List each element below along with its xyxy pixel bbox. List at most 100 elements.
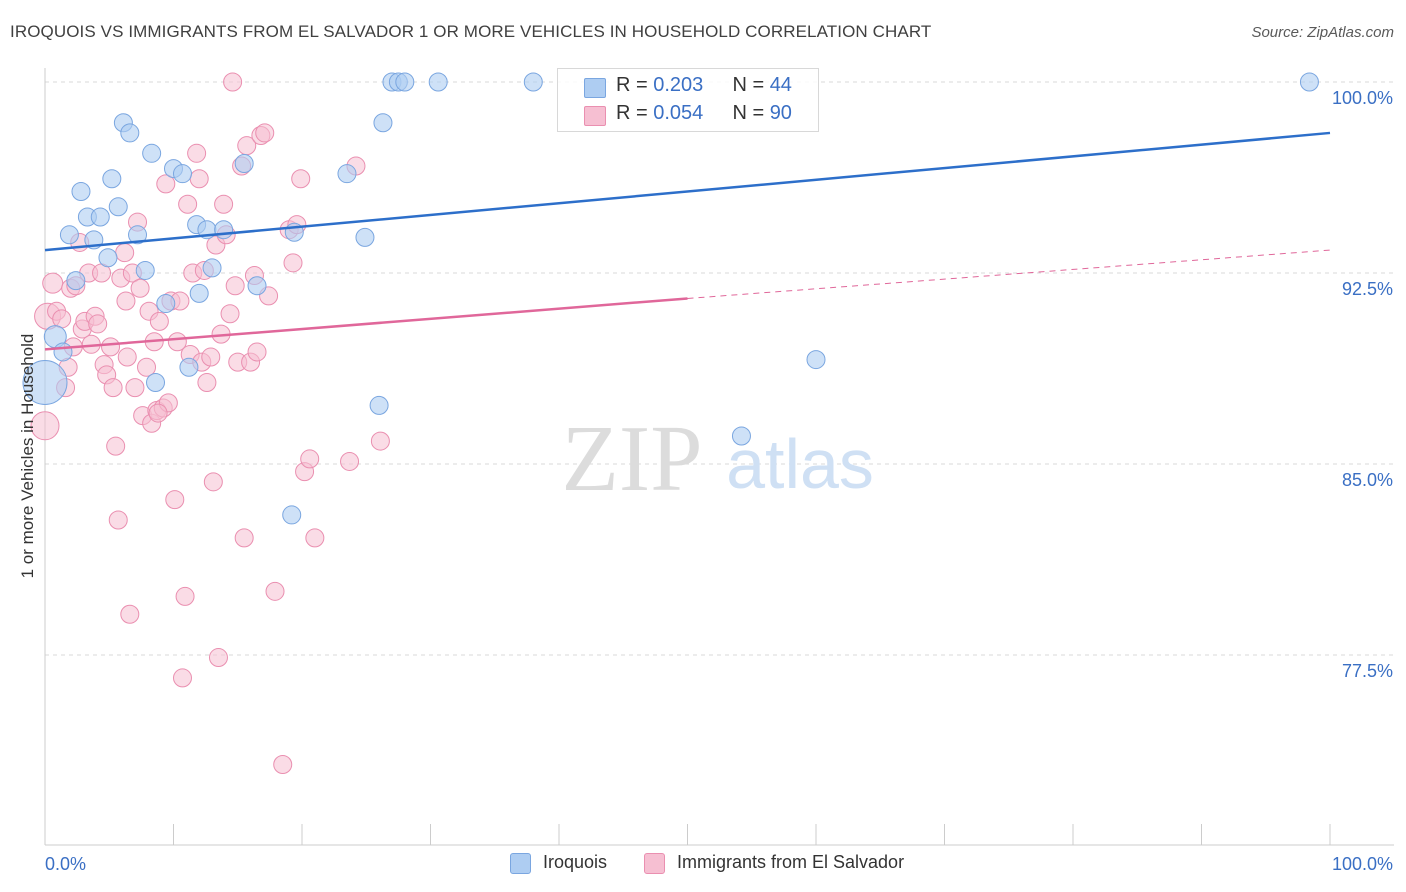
y-tick-label: 100.0%: [1332, 88, 1393, 108]
elsalvador-point: [88, 314, 108, 334]
elsalvador-point: [201, 347, 221, 367]
legend-r-label: R =: [616, 102, 654, 124]
elsalvador-point: [103, 378, 123, 398]
legend-label-elsalvador: Immigrants from El Salvador: [677, 852, 905, 872]
legend-n-value-iroquois: 44: [769, 74, 792, 96]
iroquois-point: [142, 143, 162, 163]
elsalvador-point: [220, 304, 240, 324]
iroquois-point: [146, 373, 166, 393]
iroquois-point: [179, 357, 199, 377]
iroquois-point: [59, 225, 79, 245]
elsalvador-point: [197, 373, 217, 393]
axes: [44, 68, 1394, 846]
elsalvador-point: [137, 357, 157, 377]
x-tick-label: 100.0%: [1332, 854, 1393, 874]
iroquois-point: [120, 123, 140, 143]
legend-swatch-pink: [644, 853, 665, 874]
chart-title: IROQUOIS VS IMMIGRANTS FROM EL SALVADOR …: [10, 22, 932, 41]
elsalvador-point: [178, 194, 198, 214]
iroquois-point: [247, 276, 267, 296]
elsalvador-point: [234, 528, 254, 548]
elsalvador-point: [165, 490, 185, 510]
watermark-zip: ZIP: [562, 407, 703, 511]
legend-swatch-blue: [584, 78, 606, 98]
elsalvador-point: [117, 347, 137, 367]
elsalvador-trend-extension: [687, 249, 1331, 299]
legend-n-label: N =: [732, 102, 770, 124]
legend-swatch-pink: [584, 106, 606, 126]
iroquois-point: [53, 342, 73, 362]
elsalvador-point: [370, 431, 390, 451]
iroquois-point: [172, 164, 192, 184]
elsalvador-trend-line: [44, 297, 688, 351]
iroquois-point: [71, 182, 91, 202]
elsalvador-point: [291, 169, 311, 189]
iroquois-point: [428, 72, 448, 92]
elsalvador-point: [52, 309, 72, 329]
stats-legend: R = 0.203 N = 44 R = 0.054 N = 90: [557, 68, 819, 132]
elsalvador-point: [189, 169, 209, 189]
y-tick-label: 92.5%: [1342, 279, 1393, 299]
legend-r-label: R =: [616, 74, 654, 96]
iroquois-point: [395, 72, 415, 92]
iroquois-point: [282, 505, 302, 525]
elsalvador-point: [101, 337, 121, 357]
y-tick-label: 77.5%: [1342, 661, 1393, 681]
elsalvador-point: [172, 668, 192, 688]
elsalvador-point: [340, 451, 360, 471]
legend-n-value-elsalvador: 90: [769, 102, 792, 124]
watermark: ZIP atlas: [562, 407, 874, 511]
iroquois-point: [355, 227, 375, 247]
iroquois-point: [234, 153, 254, 173]
trend-lines: [44, 131, 1331, 351]
elsalvador-point: [167, 332, 187, 352]
iroquois-point: [373, 113, 393, 133]
iroquois-point: [806, 350, 826, 370]
elsalvador-point: [130, 278, 150, 298]
elsalvador-point: [283, 253, 303, 273]
iroquois-point: [731, 426, 751, 446]
elsalvador-points: [30, 72, 390, 775]
iroquois-point: [128, 225, 148, 245]
iroquois-point: [90, 207, 110, 227]
iroquois-point: [66, 271, 86, 291]
tick-labels: 100.0% 92.5% 85.0% 77.5% 0.0% 100.0%: [45, 88, 1393, 874]
elsalvador-point: [223, 72, 243, 92]
elsalvador-point: [273, 755, 293, 775]
elsalvador-point: [265, 581, 285, 601]
elsalvador-point: [116, 291, 136, 311]
elsalvador-point: [175, 586, 195, 606]
elsalvador-point: [255, 123, 275, 143]
elsalvador-point: [148, 403, 168, 423]
legend-r-value-iroquois: 0.203: [653, 74, 704, 96]
legend-label-iroquois: Iroquois: [543, 852, 608, 872]
elsalvador-point: [247, 342, 267, 362]
iroquois-point: [22, 360, 68, 406]
source-label: Source: ZipAtlas.com: [1251, 24, 1394, 41]
y-tick-label: 85.0%: [1342, 470, 1393, 490]
elsalvador-point: [156, 174, 176, 194]
iroquois-point: [189, 283, 209, 303]
elsalvador-point: [300, 449, 320, 469]
elsalvador-point: [108, 510, 128, 530]
iroquois-point: [98, 248, 118, 268]
elsalvador-point: [125, 378, 145, 398]
legend-n-label: N =: [732, 74, 770, 96]
elsalvador-point: [203, 472, 223, 492]
elsalvador-point: [120, 604, 140, 624]
elsalvador-point: [149, 311, 169, 331]
iroquois-point: [156, 294, 176, 314]
legend-swatch-blue: [510, 853, 531, 874]
elsalvador-point: [208, 648, 228, 668]
iroquois-point: [202, 258, 222, 278]
x-tick-label: 0.0%: [45, 854, 86, 874]
iroquois-point: [1299, 72, 1319, 92]
elsalvador-point: [42, 272, 64, 294]
elsalvador-point: [214, 194, 234, 214]
elsalvador-point: [305, 528, 325, 548]
elsalvador-point: [106, 436, 126, 456]
iroquois-point: [369, 395, 389, 415]
elsalvador-point: [225, 276, 245, 296]
elsalvador-point: [115, 243, 135, 263]
